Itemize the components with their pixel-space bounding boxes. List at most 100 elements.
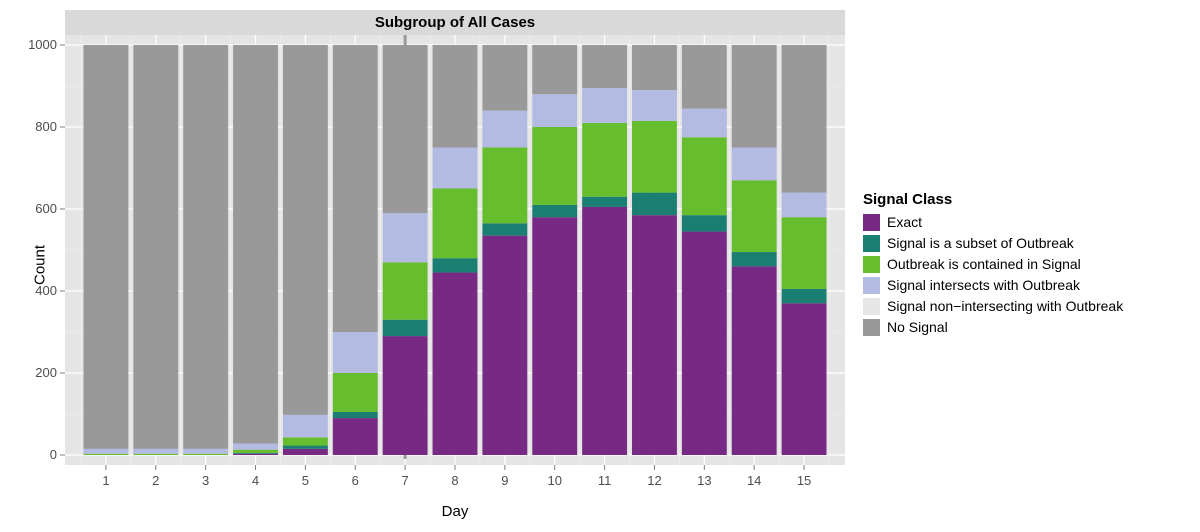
bar-segment-intersects xyxy=(333,332,378,373)
bar-segment-intersects xyxy=(482,111,527,148)
bar-segment-nosignal xyxy=(482,45,527,111)
bar-segment-contained xyxy=(732,180,777,252)
x-tick-label: 11 xyxy=(598,473,612,488)
bar-segment-nosignal xyxy=(83,45,128,449)
legend-label: Signal non−intersecting with Outbreak xyxy=(887,298,1123,314)
bar-segment-exact xyxy=(782,303,827,455)
bar-segment-nosignal xyxy=(582,45,627,88)
bar-segment-intersects xyxy=(283,415,328,438)
legend-item-contained: Outbreak is contained in Signal xyxy=(863,256,1123,273)
bar-segment-intersects xyxy=(732,148,777,181)
chart-column: Count Subgroup of All Cases 123456789101… xyxy=(10,10,845,520)
x-axis-label: Day xyxy=(65,503,845,520)
x-tick-label: 2 xyxy=(152,473,159,488)
bar-segment-subset xyxy=(333,412,378,418)
legend: Signal Class ExactSignal is a subset of … xyxy=(863,191,1123,340)
bar-segment-nosignal xyxy=(532,45,577,94)
x-tick-label: 15 xyxy=(797,473,811,488)
bar-segment-intersects xyxy=(83,449,128,454)
bar-segment-exact xyxy=(532,217,577,455)
bar-segment-contained xyxy=(532,127,577,205)
bar-segment-subset xyxy=(632,193,677,216)
bar-segment-contained xyxy=(383,262,428,319)
bar-segment-contained xyxy=(482,148,527,224)
bar-segment-exact xyxy=(682,232,727,455)
x-tick-label: 7 xyxy=(402,473,409,488)
plot-panel xyxy=(65,35,845,465)
strip-title: Subgroup of All Cases xyxy=(375,14,535,31)
bar-segment-intersects xyxy=(582,88,627,123)
bar-segment-subset xyxy=(433,258,478,272)
legend-swatch xyxy=(863,298,880,315)
bar-segment-exact xyxy=(732,266,777,455)
bar-segment-subset xyxy=(582,197,627,207)
bar-segment-intersects xyxy=(682,109,727,138)
x-tick-label: 12 xyxy=(647,473,661,488)
svg-text:1000: 1000 xyxy=(28,37,57,52)
bar-segment-subset xyxy=(482,223,527,235)
svg-text:0: 0 xyxy=(50,447,57,462)
legend-swatch xyxy=(863,319,880,336)
legend-item-nonintersect: Signal non−intersecting with Outbreak xyxy=(863,298,1123,315)
bar-segment-subset xyxy=(682,215,727,231)
legend-label: No Signal xyxy=(887,319,948,335)
bar-segment-intersects xyxy=(782,193,827,218)
y-axis: 02004006008001000 xyxy=(10,35,65,465)
bar-segment-intersects xyxy=(133,449,178,454)
legend-label: Signal intersects with Outbreak xyxy=(887,277,1080,293)
bar-segment-exact xyxy=(632,215,677,455)
legend-swatch xyxy=(863,256,880,273)
legend-swatch xyxy=(863,277,880,294)
legend-item-intersects: Signal intersects with Outbreak xyxy=(863,277,1123,294)
bar-segment-intersects xyxy=(233,444,278,450)
x-tick-label: 10 xyxy=(547,473,561,488)
bar-segment-exact xyxy=(383,336,428,455)
bar-segment-exact xyxy=(582,207,627,455)
bar-segment-nosignal xyxy=(682,45,727,109)
facet-strip: Subgroup of All Cases xyxy=(65,10,845,35)
legend-swatch xyxy=(863,214,880,231)
bar-segment-intersects xyxy=(183,449,228,454)
legend-item-exact: Exact xyxy=(863,214,1123,231)
x-tick-label: 6 xyxy=(352,473,359,488)
bar-segment-exact xyxy=(482,236,527,455)
legend-item-nosignal: No Signal xyxy=(863,319,1123,336)
bar-segment-subset xyxy=(532,205,577,217)
bar-segment-nosignal xyxy=(383,45,428,213)
bar-segment-contained xyxy=(782,217,827,289)
svg-text:600: 600 xyxy=(35,201,57,216)
bar-segment-subset xyxy=(283,446,328,449)
x-tick-label: 5 xyxy=(302,473,309,488)
x-tick-label: 4 xyxy=(252,473,259,488)
legend-label: Outbreak is contained in Signal xyxy=(887,256,1081,272)
bar-segment-contained xyxy=(632,121,677,193)
bar-segment-contained xyxy=(682,137,727,215)
x-tick-label: 9 xyxy=(501,473,508,488)
bar-segment-exact xyxy=(433,273,478,455)
bar-segment-nosignal xyxy=(433,45,478,148)
svg-text:200: 200 xyxy=(35,365,57,380)
bar-segment-nosignal xyxy=(782,45,827,193)
bar-segment-contained xyxy=(133,454,178,455)
x-tick-label: 8 xyxy=(451,473,458,488)
bar-segment-nosignal xyxy=(283,45,328,415)
bar-segment-contained xyxy=(183,454,228,455)
bar-segment-intersects xyxy=(532,94,577,127)
bar-segment-contained xyxy=(333,373,378,412)
bar-segment-subset xyxy=(383,320,428,336)
bar-segment-exact xyxy=(333,418,378,455)
legend-label: Signal is a subset of Outbreak xyxy=(887,235,1074,251)
bar-segment-nosignal xyxy=(233,45,278,444)
x-tick-label: 13 xyxy=(697,473,711,488)
bar-segment-subset xyxy=(732,252,777,266)
bar-segment-nosignal xyxy=(183,45,228,449)
svg-text:800: 800 xyxy=(35,119,57,134)
bar-segment-nosignal xyxy=(133,45,178,449)
legend-label: Exact xyxy=(887,214,922,230)
chart-area: Count Subgroup of All Cases 123456789101… xyxy=(65,10,845,520)
bar-segment-exact xyxy=(233,454,278,455)
bar-segment-exact xyxy=(283,449,328,455)
legend-item-subset: Signal is a subset of Outbreak xyxy=(863,235,1123,252)
bar-segment-intersects xyxy=(632,90,677,121)
bar-segment-nosignal xyxy=(333,45,378,332)
